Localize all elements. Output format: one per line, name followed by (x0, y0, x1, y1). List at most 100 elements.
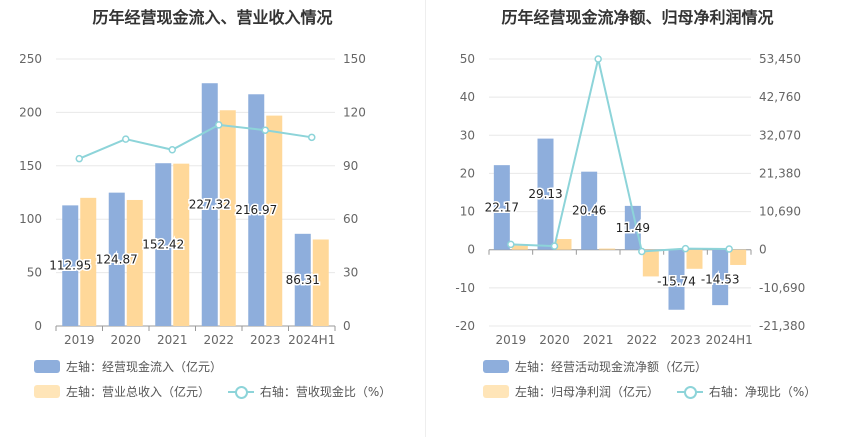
bar-data-label: 124.87 (96, 252, 138, 266)
ratio-line (510, 58, 730, 253)
left-axis-tick: -20 (455, 319, 475, 333)
bar-secondary (599, 248, 616, 250)
bar-secondary (686, 249, 703, 269)
bar-primary (62, 205, 79, 326)
legend-item-net-cash[interactable]: 左轴：经营活动现金流净额（亿元） (483, 358, 707, 375)
bar-primary (624, 205, 641, 250)
bar-secondary (511, 243, 528, 250)
ratio-point (75, 154, 83, 163)
ratio-point (168, 146, 176, 154)
bar-data-label: 22.17 (485, 200, 519, 214)
legend-swatch-orange (34, 385, 60, 398)
bar-data-label: 152.42 (142, 238, 184, 252)
x-axis-label: 2023 (250, 333, 281, 347)
legend-item-net-cash-ratio[interactable]: 右轴：净现比（%） (676, 383, 817, 400)
legend-swatch-blue (34, 360, 60, 373)
bar-primary (248, 94, 265, 327)
bar-data-label: 112.95 (49, 259, 91, 273)
bar-primary (493, 165, 510, 250)
legend-item-revenue[interactable]: 左轴：营业总收入（亿元） (34, 383, 210, 400)
legend-label: 右轴：净现比（%） (708, 385, 817, 399)
ratio-point (638, 247, 646, 256)
x-axis-label: 2019 (496, 333, 527, 347)
right-axis-tick: 42,760 (759, 90, 801, 104)
right-legend-row1: 左轴：经营活动现金流净额（亿元） (425, 358, 850, 376)
left-legend-row1: 左轴：经营现金流入（亿元） (0, 358, 459, 376)
right-axis-tick: 0 (343, 319, 351, 333)
bar-data-label: -15.74 (657, 275, 696, 289)
x-axis-label: 2022 (203, 333, 234, 347)
bar-secondary (312, 239, 329, 326)
bar-secondary (642, 249, 659, 277)
legend-label: 左轴：营业总收入（亿元） (66, 385, 211, 399)
bar-primary (668, 249, 685, 310)
legend-swatch-orange (483, 385, 509, 398)
ratio-point (550, 242, 559, 250)
legend-item-net-profit[interactable]: 左轴：归母净利润（亿元） (483, 383, 659, 400)
ratio-point (261, 126, 269, 134)
right-legend-row2: 左轴：归母净利润（亿元） 右轴：净现比（%） (425, 383, 850, 401)
x-axis-label: 2019 (64, 333, 95, 347)
ratio-point (725, 245, 733, 253)
right-axis-tick: 150 (343, 52, 366, 66)
legend-item-cash-inflow[interactable]: 左轴：经营现金流入（亿元） (34, 358, 222, 375)
legend-label: 左轴：经营活动现金流净额（亿元） (515, 360, 708, 374)
bar-data-label: 20.46 (572, 204, 606, 218)
right-chart-title: 历年经营现金流净额、归母净利润情况 (501, 8, 774, 27)
legend-swatch-blue (483, 360, 509, 373)
ratio-point (507, 240, 515, 249)
bar-secondary (219, 110, 236, 326)
x-axis-label: 2024H1 (706, 333, 753, 347)
bar-secondary (730, 249, 747, 265)
legend-swatch-line (676, 385, 703, 399)
left-chart-svg: 0 50 100 150 200 250 0 30 60 90 120 150 2019 2020 2021… (19, 52, 366, 347)
left-chart-title: 历年经营现金流入、营业收入情况 (92, 8, 333, 27)
right-axis-tick: 90 (343, 159, 358, 173)
right-axis-tick: 60 (343, 212, 358, 226)
left-axis-tick: 40 (460, 90, 475, 104)
bar-secondary (266, 115, 283, 326)
bar-secondary (126, 199, 143, 326)
bar-data-label: 216.97 (235, 203, 277, 217)
bar-secondary (80, 197, 97, 326)
right-chart-panel: 历年经营现金流净额、归母净利润情况 -20 -10 0 10 20 30 40 50 -21,3… (425, 0, 850, 437)
bar-primary (712, 249, 729, 306)
bar-data-label: 227.32 (189, 198, 231, 212)
left-axis-tick: 30 (460, 128, 475, 142)
x-axis-label: 2021 (157, 333, 188, 347)
ratio-point (122, 135, 130, 143)
x-axis-label: 2021 (583, 333, 614, 347)
bar-secondary (555, 239, 572, 250)
right-axis-tick: 30 (343, 266, 358, 280)
bar-primary (201, 83, 218, 327)
left-axis-tick: 100 (19, 212, 42, 226)
bar-data-label: 29.13 (528, 187, 562, 201)
ratio-point (594, 55, 602, 63)
bar-secondary (173, 163, 190, 326)
right-axis-tick: 10,690 (759, 205, 801, 219)
bar-primary (294, 233, 311, 326)
right-chart-svg: -20 -10 0 10 20 30 40 50 -21,380 -10,690 0 10,690 21… (455, 52, 805, 347)
bar-data-label: 86.31 (286, 273, 320, 287)
ratio-point (308, 133, 316, 142)
ratio-point (215, 121, 223, 129)
legend-swatch-line (227, 385, 254, 399)
panel-divider (425, 0, 426, 437)
left-axis-tick: 50 (27, 266, 42, 280)
right-axis-tick: -21,380 (759, 319, 805, 333)
bar-primary (155, 163, 172, 326)
bar-data-label: -14.53 (701, 272, 740, 286)
left-axis-tick: 0 (34, 319, 42, 333)
right-axis-tick: 32,070 (759, 128, 801, 142)
left-axis-tick: -10 (455, 281, 475, 295)
left-axis-tick: 200 (19, 105, 42, 119)
bar-primary (108, 192, 125, 326)
left-axis-tick: 250 (19, 52, 42, 66)
x-axis-label: 2020 (539, 333, 570, 347)
right-axis-tick: 21,380 (759, 166, 801, 180)
right-axis-tick: -10,690 (759, 281, 805, 295)
legend-item-cash-ratio[interactable]: 右轴：营收现金比（%） (227, 383, 391, 400)
left-axis-tick: 150 (19, 159, 42, 173)
right-axis-tick: 53,450 (759, 52, 801, 66)
left-chart-panel: 历年经营现金流入、营业收入情况 0 50 100 150 200 250 0 30 60 90 12… (19, 8, 391, 400)
